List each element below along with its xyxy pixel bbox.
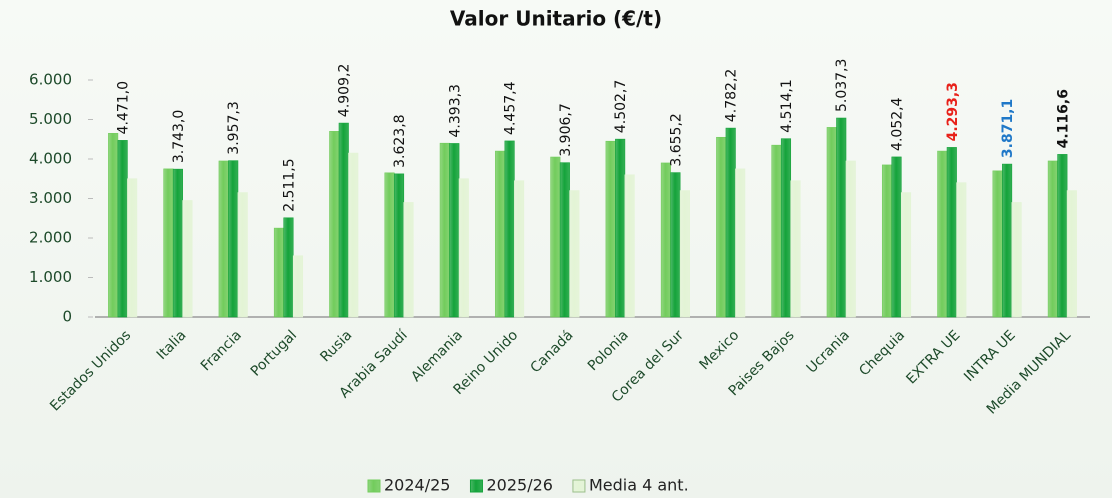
bar (716, 136, 727, 318)
value-label: 3.871,1 (1000, 99, 1016, 158)
legend-label: 2024/25 (384, 476, 450, 495)
bar (559, 162, 570, 318)
y-tick-label: 0 (62, 308, 72, 326)
bar (403, 202, 414, 318)
bar (826, 127, 837, 318)
bar (605, 140, 616, 318)
bar (449, 143, 460, 318)
bar (900, 192, 912, 318)
bar (495, 150, 506, 318)
legend-swatch (572, 479, 586, 493)
bar (1002, 163, 1013, 318)
bar (228, 160, 239, 318)
bar (514, 180, 525, 318)
y-tick-label: 6.000 (29, 71, 72, 89)
bar (237, 192, 248, 318)
bar (1066, 190, 1077, 318)
y-tick-label: 4.000 (29, 150, 72, 168)
bar (891, 156, 902, 318)
bar (790, 180, 801, 318)
bar (937, 150, 948, 318)
bar (881, 164, 893, 318)
bar (956, 182, 967, 318)
bar (172, 168, 183, 318)
bar (439, 142, 450, 318)
value-label: 4.909,2 (337, 64, 353, 117)
bar (624, 174, 635, 318)
value-label: 4.393,3 (447, 84, 463, 137)
bar (946, 147, 957, 318)
bar (163, 168, 174, 318)
bar (1047, 160, 1058, 318)
legend-label: Media 4 ant. (589, 476, 689, 495)
bar (329, 131, 340, 318)
bar (283, 217, 294, 318)
value-label: 4.457,4 (503, 81, 519, 135)
bar (845, 160, 856, 318)
y-tick-label: 2.000 (29, 229, 72, 247)
value-label: 2.511,5 (281, 158, 297, 211)
value-label: 4.514,1 (779, 79, 795, 132)
value-label: 4.471,0 (116, 81, 132, 134)
y-tick-label: 3.000 (29, 189, 72, 207)
bar (117, 140, 128, 318)
chart-title: Valor Unitario (€/t) (450, 7, 662, 31)
value-label: 3.906,7 (558, 103, 574, 156)
y-tick-label: 5.000 (29, 110, 72, 128)
bar (393, 173, 405, 318)
bar (338, 122, 349, 318)
value-label: 3.623,8 (392, 114, 408, 167)
y-tick-label: 1.000 (29, 268, 72, 286)
bar (615, 138, 626, 318)
bar (182, 200, 193, 318)
bar (1057, 154, 1068, 318)
bar (780, 138, 792, 318)
bar (273, 227, 285, 318)
bar (348, 152, 359, 318)
bar (679, 190, 690, 318)
bar (660, 162, 671, 318)
value-label: 3.743,0 (171, 110, 187, 163)
bar (992, 170, 1003, 318)
bar (670, 172, 681, 318)
bar (127, 178, 138, 318)
value-label: 4.782,2 (724, 69, 740, 122)
bar (735, 168, 746, 318)
value-label: 4.116,6 (1055, 89, 1071, 148)
bar (504, 140, 515, 318)
value-label: 5.037,3 (834, 59, 850, 112)
bar (771, 144, 782, 318)
bar (836, 117, 847, 318)
value-label: 3.655,2 (668, 113, 684, 166)
bar (384, 172, 395, 318)
bar (569, 190, 580, 318)
value-label: 4.052,4 (890, 97, 906, 151)
bar (1011, 202, 1022, 318)
legend-swatch (469, 479, 483, 493)
bar (218, 160, 229, 318)
legend-swatch (367, 479, 381, 493)
bar (725, 127, 736, 318)
value-label: 3.957,3 (226, 101, 242, 154)
value-label: 4.502,7 (613, 80, 629, 133)
bar (108, 133, 119, 318)
legend-label: 2025/26 (486, 476, 552, 495)
bar (550, 156, 561, 318)
bar (292, 255, 304, 318)
bar (458, 178, 469, 318)
value-label: 4.293,3 (945, 82, 961, 141)
